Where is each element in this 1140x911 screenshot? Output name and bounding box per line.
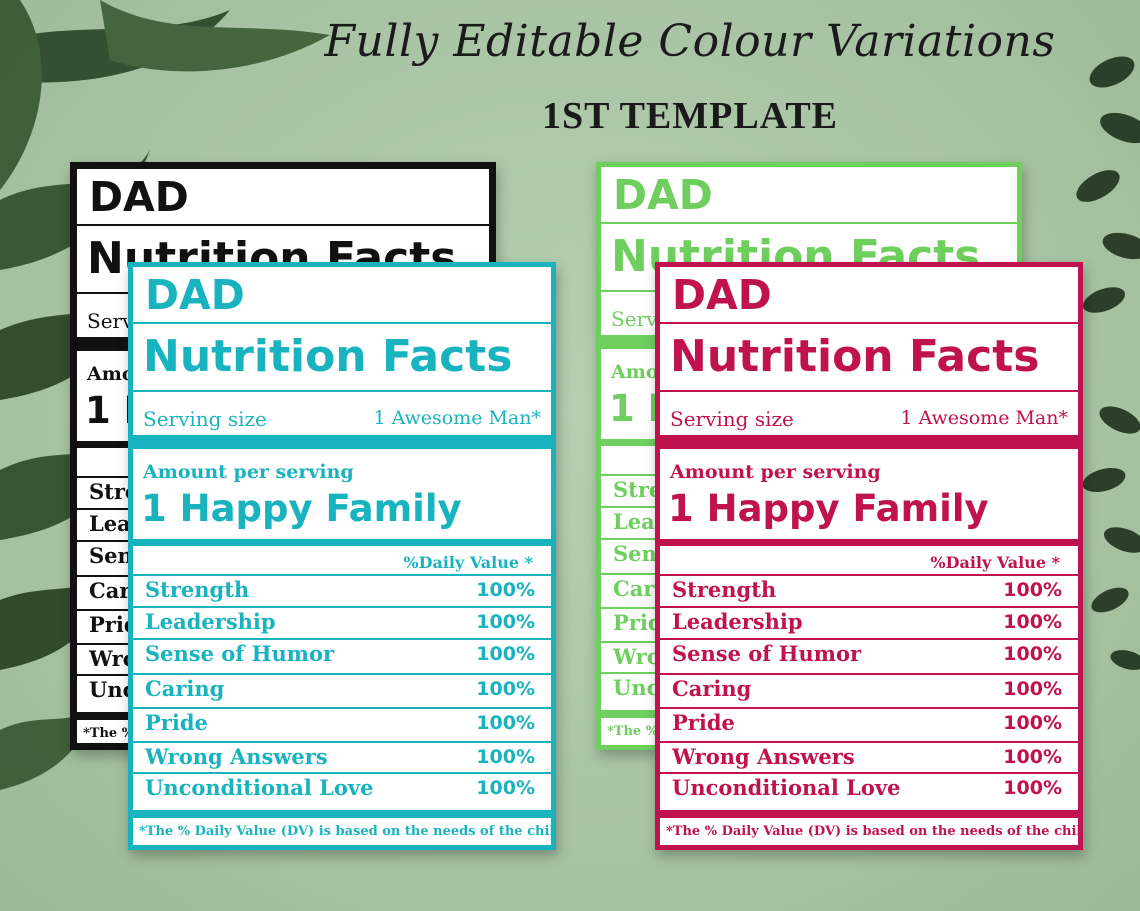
divider [660, 638, 1078, 640]
divider [601, 222, 1017, 224]
nutrient-value: 100% [476, 777, 535, 799]
divider [133, 772, 551, 774]
nutrient-name: Pride [672, 710, 735, 735]
nutrient-name: Wrong Answers [145, 744, 328, 769]
nutrient-row: Caring 100% [133, 674, 551, 705]
nutrient-name: Strength [672, 577, 777, 602]
nutrient-value: 100% [1003, 712, 1062, 734]
nutrient-row: Sense of Humor 100% [133, 639, 551, 670]
nutrient-value: 100% [476, 712, 535, 734]
amount-per-serving-label: Amount per serving [143, 461, 354, 483]
label-card-magenta: DAD Nutrition Facts Serving size 1 Awesome … [655, 262, 1083, 850]
nutrient-name: Leadership [672, 609, 803, 634]
divider [660, 574, 1078, 576]
nutrient-row: Wrong Answers 100% [133, 742, 551, 773]
nutrient-value: 100% [1003, 777, 1062, 799]
page-subtitle: 1ST TEMPLATE [541, 95, 839, 137]
nutrient-value: 100% [476, 611, 535, 633]
thick-divider [133, 539, 551, 546]
nutrient-row: Pride 100% [133, 708, 551, 739]
nutrient-row: Wrong Answers 100% [660, 742, 1078, 773]
nutrient-row: Caring 100% [660, 674, 1078, 705]
thick-divider [660, 435, 1078, 449]
label-card-teal: DAD Nutrition Facts Serving size 1 Awesome … [128, 262, 556, 850]
divider [660, 322, 1078, 324]
nutrient-row: Sense of Humor 100% [660, 639, 1078, 670]
label-name: DAD [613, 171, 713, 219]
nutrient-value: 100% [1003, 611, 1062, 633]
nutrient-row: Leadership 100% [133, 607, 551, 638]
thick-divider [133, 810, 551, 818]
amount-per-serving-label: Amount per serving [670, 461, 881, 483]
serving-size-label: Serving size [670, 407, 794, 431]
nutrient-name: Pride [145, 710, 208, 735]
nutrient-value: 100% [476, 579, 535, 601]
nutrient-name: Unconditional Love [145, 775, 374, 800]
nutrient-name: Unconditional Love [672, 775, 901, 800]
nutrient-row: Unconditional Love 100% [133, 773, 551, 804]
nutrient-value: 100% [476, 678, 535, 700]
serving-size-value: 1 Awesome Man* [373, 407, 541, 429]
nutrient-name: Wrong Answers [672, 744, 855, 769]
label-name: DAD [89, 173, 189, 221]
nutrient-value: 100% [1003, 678, 1062, 700]
nutrient-row: Unconditional Love 100% [660, 773, 1078, 804]
label-name: DAD [672, 271, 772, 319]
divider [133, 390, 551, 392]
nutrient-value: 100% [476, 746, 535, 768]
footnote: *The % Daily Value (DV) is based on the … [139, 824, 556, 839]
divider [660, 707, 1078, 709]
nutrient-name: Leadership [145, 609, 276, 634]
nutrient-value: 100% [1003, 643, 1062, 665]
daily-value-header: %Daily Value * [930, 553, 1060, 572]
label-name: DAD [145, 271, 245, 319]
amount-per-serving-value: 1 Happy Family [668, 487, 989, 530]
divider [133, 322, 551, 324]
nutrient-row: Pride 100% [660, 708, 1078, 739]
divider [660, 741, 1078, 743]
nutrient-name: Caring [672, 676, 752, 701]
divider [133, 707, 551, 709]
thick-divider [133, 435, 551, 449]
divider [133, 638, 551, 640]
nutrient-row: Leadership 100% [660, 607, 1078, 638]
nutrient-value: 100% [476, 643, 535, 665]
daily-value-header: %Daily Value * [403, 553, 533, 572]
nutrient-name: Sense of Humor [672, 641, 862, 666]
divider [133, 673, 551, 675]
serving-size-value: 1 Awesome Man* [900, 407, 1068, 429]
amount-per-serving-value: 1 Happy Family [141, 487, 462, 530]
nutrient-name: Strength [145, 577, 250, 602]
thick-divider [660, 810, 1078, 818]
page-title: Fully Editable Colour Variations [324, 16, 1056, 67]
nutrient-name: Sense of Humor [145, 641, 335, 666]
divider [660, 390, 1078, 392]
nutrient-value: 100% [1003, 579, 1062, 601]
divider [133, 606, 551, 608]
nutrient-row: Strength 100% [133, 575, 551, 606]
divider [660, 673, 1078, 675]
divider [133, 741, 551, 743]
serving-size-label: Serving size [143, 407, 267, 431]
divider [660, 772, 1078, 774]
nutrient-value: 100% [1003, 746, 1062, 768]
footnote: *The % Daily Value (DV) is based on the … [666, 824, 1083, 839]
nutrient-row: Strength 100% [660, 575, 1078, 606]
nutrient-name: Caring [145, 676, 225, 701]
divider [660, 606, 1078, 608]
label-heading: Nutrition Facts [143, 331, 513, 382]
divider [77, 224, 489, 226]
divider [133, 574, 551, 576]
label-heading: Nutrition Facts [670, 331, 1040, 382]
thick-divider [660, 539, 1078, 546]
